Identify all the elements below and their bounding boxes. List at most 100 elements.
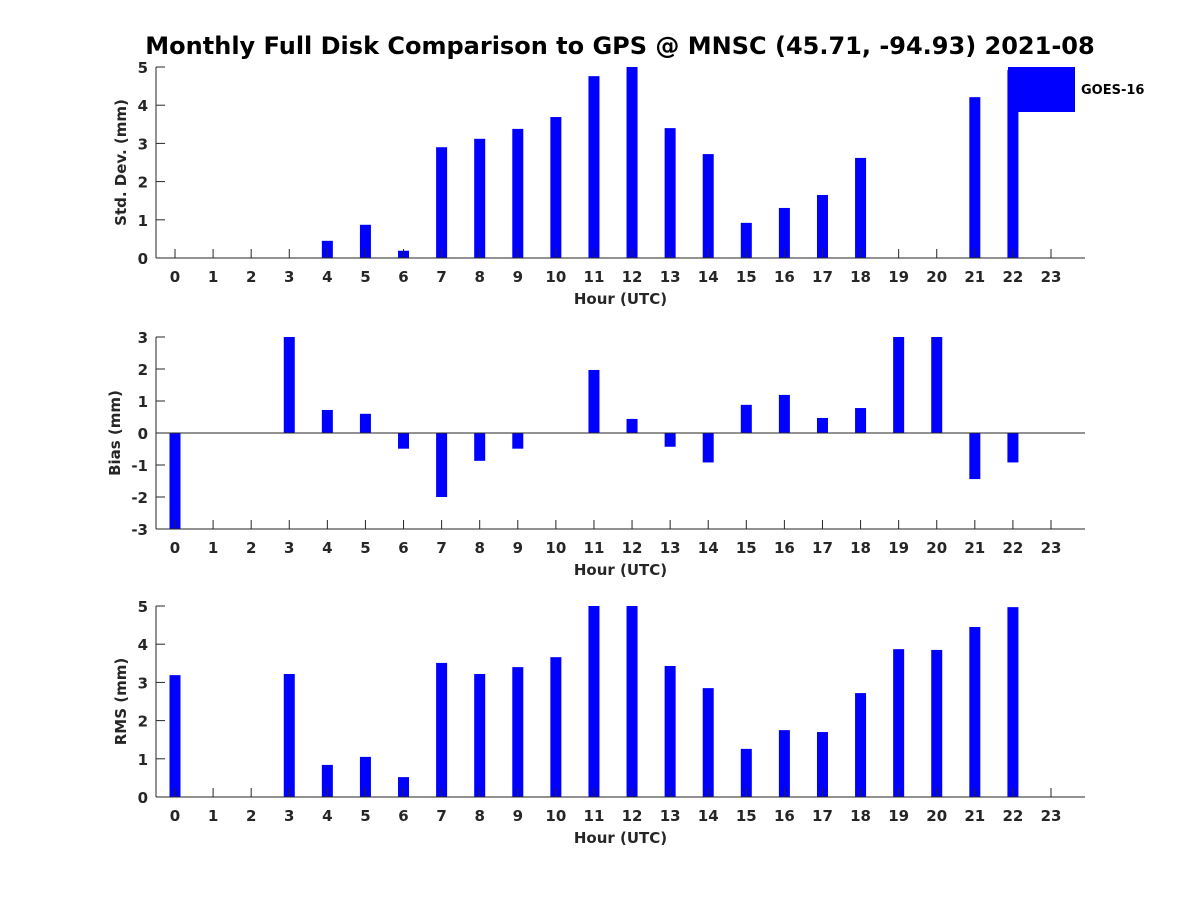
panel-bias: 0 1 2 3 4 5 6 7 8 9 10 11 12 13 14 15 16 17 18 19 20 21 22 23-3… xyxy=(106,329,1085,579)
x-tick-label: 7 xyxy=(436,268,446,286)
y-tick-label: 5 xyxy=(138,59,148,77)
x-tick-label: 0 xyxy=(170,539,180,557)
bar-rms-hour-6 xyxy=(398,777,410,797)
x-tick-label: 12 xyxy=(622,539,643,557)
x-tick-label: 19 xyxy=(888,807,909,825)
y-axis-label: Std. Dev. (mm) xyxy=(112,99,130,226)
bar-bias-hour-14 xyxy=(702,433,714,463)
bar-bias-hour-0 xyxy=(169,433,181,529)
bar-bias-hour-16 xyxy=(778,394,790,433)
x-tick-label: 14 xyxy=(698,268,719,286)
x-tick-label: 14 xyxy=(698,807,719,825)
x-tick-label: 15 xyxy=(736,268,757,286)
x-tick-label: 4 xyxy=(322,268,332,286)
x-tick-label: 19 xyxy=(888,539,909,557)
x-tick-label: 21 xyxy=(964,268,985,286)
panels: 0 1 2 3 4 5 6 7 8 9 10 11 12 13 14 15 16 17 18 19 20 21 22 2301… xyxy=(106,59,1085,847)
bar-rms-hour-12 xyxy=(626,606,638,797)
bar-std-hour-18 xyxy=(855,157,867,258)
x-tick-label: 11 xyxy=(584,268,605,286)
bar-rms-hour-11 xyxy=(588,606,600,797)
y-tick-label: -1 xyxy=(131,457,148,475)
bar-bias-hour-8 xyxy=(474,433,486,461)
bar-bias-hour-4 xyxy=(321,409,333,433)
x-tick-label: 10 xyxy=(545,539,566,557)
x-tick-label: 9 xyxy=(513,539,523,557)
bar-std-hour-22 xyxy=(1007,70,1019,258)
y-tick-label: 0 xyxy=(138,789,148,807)
bar-bias-hour-18 xyxy=(855,408,867,433)
bar-std-hour-21 xyxy=(969,97,981,258)
bar-rms-hour-5 xyxy=(359,756,371,797)
x-tick-label: 18 xyxy=(850,268,871,286)
bar-std-hour-11 xyxy=(588,76,600,258)
bar-rms-hour-16 xyxy=(778,730,790,797)
chart-title: Monthly Full Disk Comparison to GPS @ MN… xyxy=(145,32,1094,60)
x-axis-label: Hour (UTC) xyxy=(574,561,667,579)
y-tick-label: 0 xyxy=(138,425,148,443)
legend: GOES-16 xyxy=(1008,67,1144,112)
x-tick-label: 16 xyxy=(774,268,795,286)
bar-rms-hour-13 xyxy=(664,665,676,797)
x-tick-label: 13 xyxy=(660,268,681,286)
bar-rms-hour-8 xyxy=(474,673,486,797)
bar-rms-hour-7 xyxy=(436,662,448,797)
bar-rms-hour-3 xyxy=(283,673,295,797)
bar-std-hour-15 xyxy=(740,222,752,258)
x-tick-label: 21 xyxy=(964,807,985,825)
legend-swatch xyxy=(1008,67,1075,112)
x-tick-label: 1 xyxy=(208,807,218,825)
bar-rms-hour-17 xyxy=(816,732,828,797)
y-tick-label: 1 xyxy=(138,393,148,411)
x-tick-label: 12 xyxy=(622,268,643,286)
y-tick-label: 4 xyxy=(138,636,148,654)
x-tick-label: 20 xyxy=(926,807,947,825)
bar-bias-hour-17 xyxy=(816,417,828,433)
x-tick-label: 11 xyxy=(584,539,605,557)
y-tick-label: 3 xyxy=(138,329,148,347)
x-tick-label: 22 xyxy=(1002,268,1023,286)
y-tick-label: 0 xyxy=(138,250,148,268)
bar-bias-hour-12 xyxy=(626,418,638,433)
bar-rms-hour-21 xyxy=(969,627,981,797)
x-tick-label: 5 xyxy=(360,807,370,825)
bar-bias-hour-6 xyxy=(398,433,410,449)
x-tick-label: 1 xyxy=(208,539,218,557)
y-tick-label: 3 xyxy=(138,674,148,692)
x-tick-label: 12 xyxy=(622,807,643,825)
bar-rms-hour-4 xyxy=(321,764,333,797)
y-tick-label: 4 xyxy=(138,97,148,115)
bar-bias-hour-5 xyxy=(359,413,371,433)
x-tick-label: 20 xyxy=(926,539,947,557)
y-tick-label: 3 xyxy=(138,135,148,153)
x-tick-label: 19 xyxy=(888,268,909,286)
x-tick-label: 21 xyxy=(964,539,985,557)
x-tick-label: 15 xyxy=(736,807,757,825)
bar-bias-hour-15 xyxy=(740,404,752,433)
y-tick-label: -2 xyxy=(131,489,148,507)
bar-std-hour-16 xyxy=(778,207,790,258)
x-tick-label: 23 xyxy=(1041,807,1062,825)
x-tick-label: 2 xyxy=(246,268,256,286)
x-tick-label: 23 xyxy=(1041,539,1062,557)
x-tick-label: 1 xyxy=(208,268,218,286)
x-tick-label: 13 xyxy=(660,539,681,557)
x-axis-label: Hour (UTC) xyxy=(574,829,667,847)
x-tick-label: 16 xyxy=(774,807,795,825)
x-tick-label: 10 xyxy=(545,807,566,825)
x-tick-label: 6 xyxy=(398,539,408,557)
x-tick-label: 7 xyxy=(436,807,446,825)
x-tick-label: 2 xyxy=(246,539,256,557)
bar-std-hour-13 xyxy=(664,128,676,258)
bar-bias-hour-3 xyxy=(283,337,295,433)
bar-bias-hour-22 xyxy=(1007,433,1019,463)
bar-bias-hour-20 xyxy=(931,337,943,433)
x-tick-label: 0 xyxy=(170,268,180,286)
x-tick-label: 22 xyxy=(1002,807,1023,825)
bar-std-hour-9 xyxy=(512,128,524,258)
x-tick-label: 17 xyxy=(812,539,833,557)
panel-std: 0 1 2 3 4 5 6 7 8 9 10 11 12 13 14 15 16 17 18 19 20 21 22 2301… xyxy=(112,59,1085,308)
x-tick-label: 17 xyxy=(812,807,833,825)
x-tick-label: 6 xyxy=(398,807,408,825)
x-tick-label: 16 xyxy=(774,539,795,557)
